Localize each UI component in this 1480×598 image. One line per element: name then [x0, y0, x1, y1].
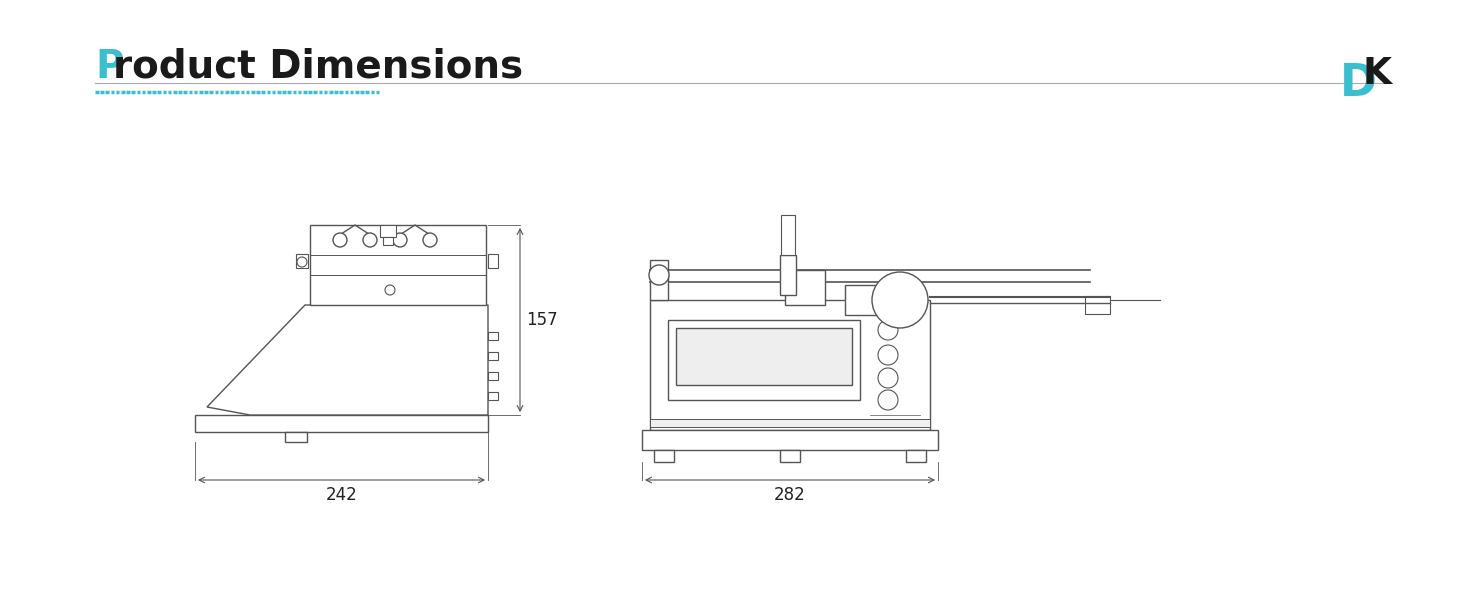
Circle shape [878, 345, 898, 365]
Circle shape [363, 233, 377, 247]
Text: P: P [95, 48, 123, 86]
Bar [780, 255, 796, 295]
Bar [784, 270, 824, 305]
Bar [642, 430, 938, 450]
Bar [488, 372, 497, 380]
Bar [650, 260, 667, 300]
Bar [676, 328, 852, 385]
Bar [286, 432, 306, 442]
Circle shape [878, 390, 898, 410]
Text: 157: 157 [525, 311, 558, 329]
Circle shape [872, 272, 928, 328]
Bar [296, 254, 308, 268]
Bar [650, 300, 929, 430]
Text: roduct Dimensions: roduct Dimensions [112, 48, 522, 86]
Bar [488, 254, 497, 268]
Text: D: D [1339, 62, 1376, 105]
Bar [488, 332, 497, 340]
Bar [380, 225, 397, 237]
Text: K: K [1363, 56, 1393, 92]
Circle shape [423, 233, 437, 247]
Bar [383, 237, 394, 245]
Circle shape [333, 233, 346, 247]
Circle shape [385, 285, 395, 295]
Bar [667, 320, 860, 400]
Circle shape [650, 265, 669, 285]
Circle shape [297, 257, 306, 267]
Bar [1085, 296, 1110, 314]
Bar [650, 419, 929, 427]
Bar [488, 392, 497, 400]
Text: 282: 282 [774, 486, 807, 504]
Bar [488, 352, 497, 360]
Circle shape [878, 320, 898, 340]
Bar [906, 450, 926, 462]
Bar [780, 450, 801, 462]
Bar [845, 285, 910, 315]
Bar [781, 215, 795, 255]
Polygon shape [207, 305, 488, 415]
Text: 242: 242 [326, 486, 357, 504]
Circle shape [394, 233, 407, 247]
Circle shape [878, 368, 898, 388]
Bar [195, 415, 488, 432]
Bar [654, 450, 673, 462]
Bar [309, 225, 485, 305]
